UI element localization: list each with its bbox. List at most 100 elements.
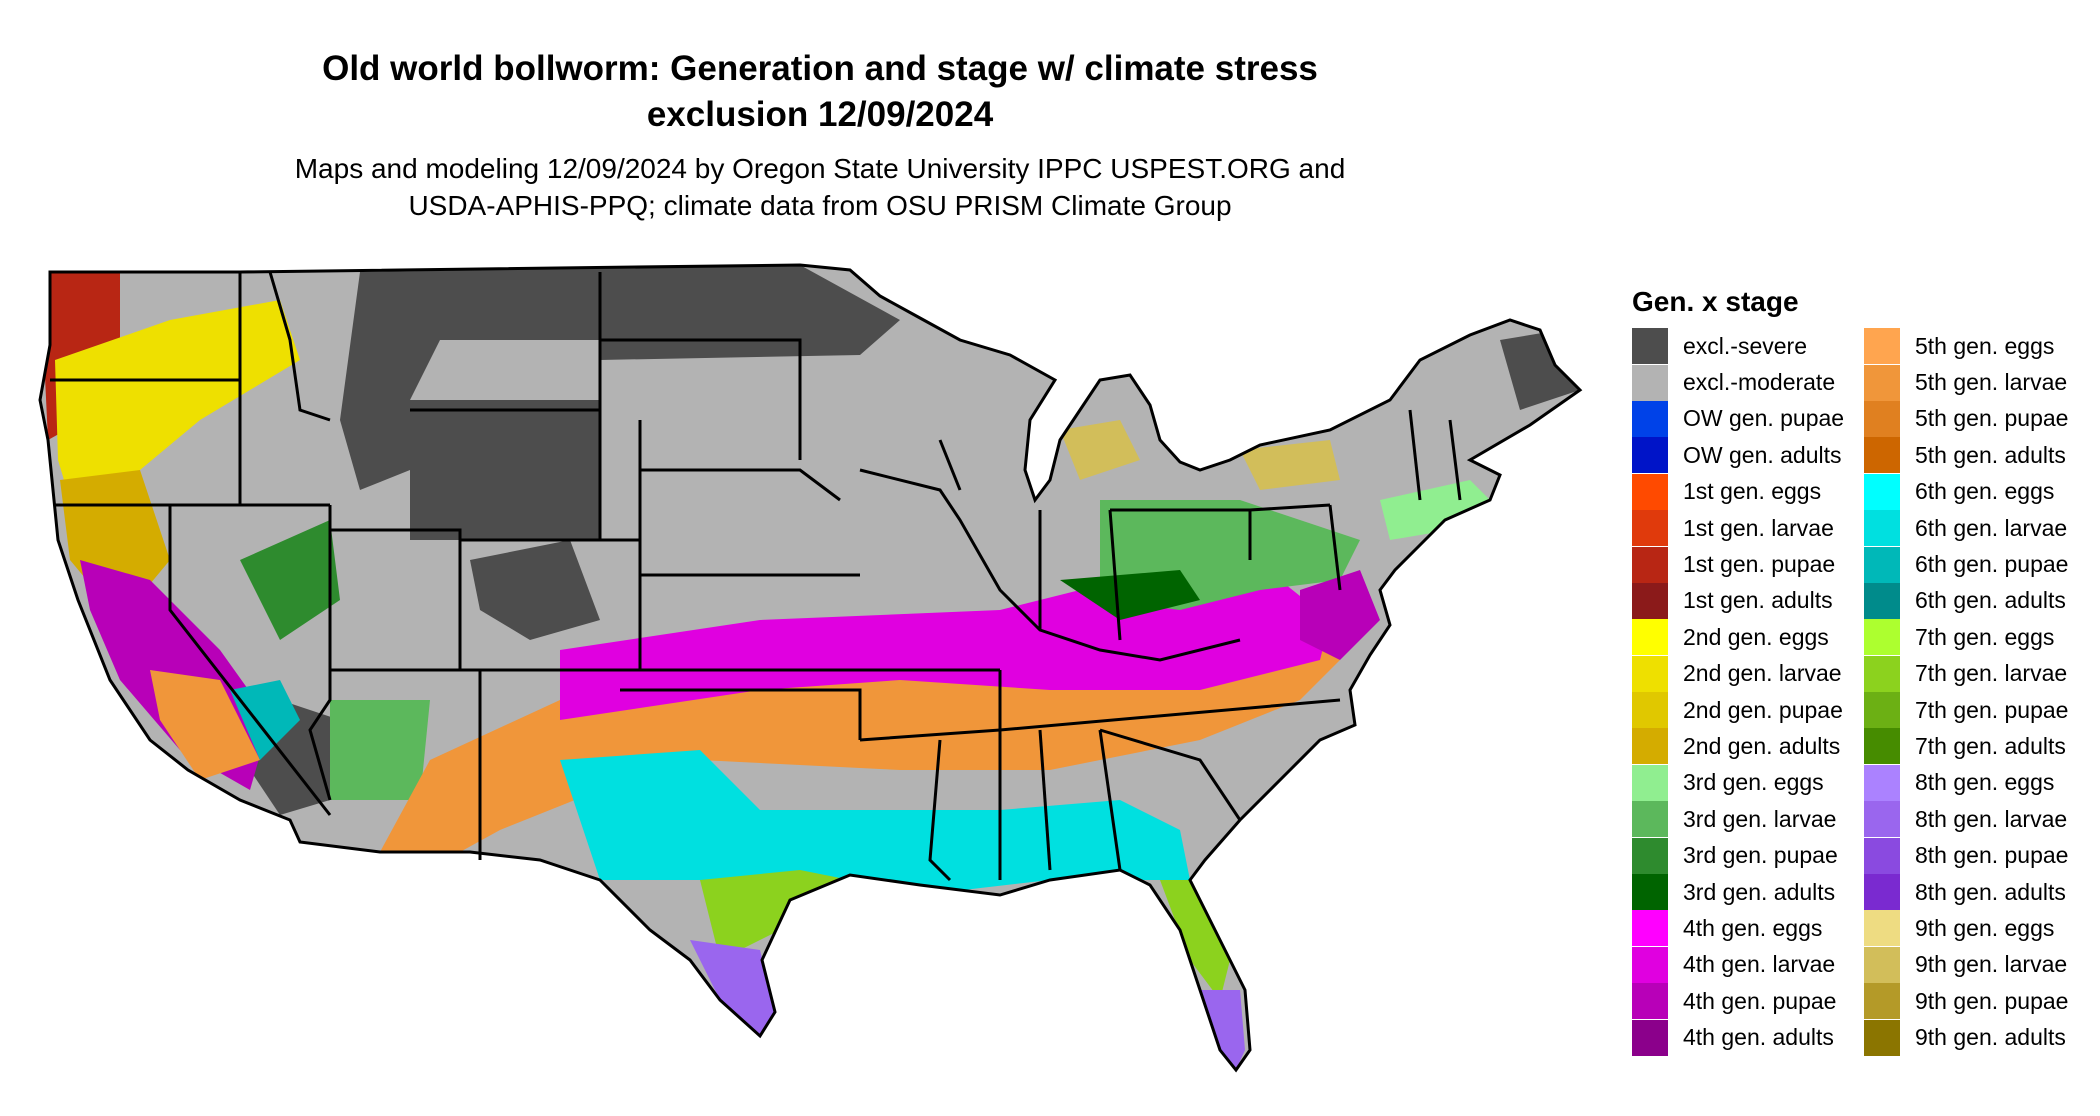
legend-item: 5th gen. larvae xyxy=(1864,364,2100,401)
legend-label: 5th gen. pupae xyxy=(1915,405,2069,432)
legend-item: 5th gen. adults xyxy=(1864,437,2100,474)
legend-swatch xyxy=(1864,400,1900,437)
legend-swatch xyxy=(1864,764,1900,801)
legend-label: excl.-moderate xyxy=(1683,369,1836,396)
legend-swatch xyxy=(1632,764,1668,801)
legend-label: OW gen. adults xyxy=(1683,441,1842,468)
legend-label: 1st gen. adults xyxy=(1683,587,1833,614)
legend-label: 3rd gen. pupae xyxy=(1683,842,1838,869)
legend-label: 3rd gen. adults xyxy=(1683,878,1836,905)
legend-label: 7th gen. larvae xyxy=(1915,660,2068,687)
legend-item: 7th gen. pupae xyxy=(1864,692,2100,729)
legend-label: 2nd gen. eggs xyxy=(1683,623,1829,650)
map-subtitle: Maps and modeling 12/09/2024 by Oregon S… xyxy=(160,150,1480,224)
legend-label: 7th gen. eggs xyxy=(1915,623,2055,650)
legend-swatch xyxy=(1632,364,1668,401)
legend-label: 5th gen. adults xyxy=(1915,441,2066,468)
legend-swatch xyxy=(1632,910,1668,947)
legend-label: 2nd gen. pupae xyxy=(1683,696,1843,723)
legend-item: 6th gen. larvae xyxy=(1864,510,2100,547)
legend-swatch xyxy=(1632,655,1668,692)
legend-item: 6th gen. adults xyxy=(1864,582,2100,619)
legend-item: 1st gen. adults xyxy=(1632,582,1872,619)
map-title: Old world bollworm: Generation and stage… xyxy=(160,46,1480,138)
legend-label: 4th gen. larvae xyxy=(1683,951,1836,978)
legend-item: 9th gen. eggs xyxy=(1864,910,2100,947)
legend-item: 7th gen. adults xyxy=(1864,728,2100,765)
legend-label: 1st gen. larvae xyxy=(1683,514,1834,541)
legend-item: 1st gen. pupae xyxy=(1632,546,1872,583)
title-line-2: exclusion 12/09/2024 xyxy=(646,95,994,134)
legend-label: 4th gen. pupae xyxy=(1683,987,1837,1014)
legend-swatch xyxy=(1864,728,1900,765)
legend-column-2: 5th gen. eggs 5th gen. larvae 5th gen. pup… xyxy=(1864,328,2100,1056)
legend-swatch xyxy=(1864,437,1900,474)
legend-item: 2nd gen. eggs xyxy=(1632,619,1872,656)
legend-swatch xyxy=(1632,801,1668,838)
legend-swatch xyxy=(1864,364,1900,401)
legend-label: 3rd gen. larvae xyxy=(1683,805,1837,832)
legend-item: 2nd gen. larvae xyxy=(1632,655,1872,692)
legend-item: excl.-moderate xyxy=(1632,364,1872,401)
legend-swatch xyxy=(1864,655,1900,692)
legend-title: Gen. x stage xyxy=(1632,286,1799,317)
legend-label: 9th gen. larvae xyxy=(1915,951,2068,978)
legend-label: 7th gen. adults xyxy=(1915,732,2066,759)
legend-item: 7th gen. larvae xyxy=(1864,655,2100,692)
legend-swatch xyxy=(1632,692,1668,729)
legend-swatch xyxy=(1864,946,1900,983)
legend-swatch xyxy=(1632,728,1668,765)
state-boundaries xyxy=(38,263,1583,1073)
legend-swatch xyxy=(1864,510,1900,547)
legend-item: 8th gen. eggs xyxy=(1864,764,2100,801)
legend-swatch xyxy=(1632,619,1668,656)
legend-column-1: excl.-severe excl.-moderate OW gen. pupae O… xyxy=(1632,328,1872,1056)
legend-label: 1st gen. pupae xyxy=(1683,551,1836,578)
legend-item: 5th gen. eggs xyxy=(1864,328,2100,365)
legend-item: 5th gen. pupae xyxy=(1864,400,2100,437)
legend-item: 8th gen. larvae xyxy=(1864,801,2100,838)
legend-swatch xyxy=(1864,619,1900,656)
legend-label: 4th gen. eggs xyxy=(1683,914,1823,941)
legend-label: 5th gen. eggs xyxy=(1915,332,2055,359)
legend-swatch xyxy=(1864,546,1900,583)
legend-swatch xyxy=(1632,837,1668,874)
subtitle-line-2: USDA-APHIS-PPQ; climate data from OSU PR… xyxy=(408,190,1232,221)
legend-item: 9th gen. adults xyxy=(1864,1019,2100,1056)
legend-label: 7th gen. pupae xyxy=(1915,696,2069,723)
legend-item: 8th gen. adults xyxy=(1864,874,2100,911)
legend-label: 3rd gen. eggs xyxy=(1683,769,1824,796)
legend-label: 6th gen. adults xyxy=(1915,587,2066,614)
legend-label: 2nd gen. larvae xyxy=(1683,660,1842,687)
legend-item: 4th gen. adults xyxy=(1632,1019,1872,1056)
legend-label: 4th gen. adults xyxy=(1683,1024,1834,1051)
legend-item: 2nd gen. pupae xyxy=(1632,692,1872,729)
legend-label: 2nd gen. adults xyxy=(1683,732,1841,759)
title-line-1: Old world bollworm: Generation and stage… xyxy=(322,49,1318,88)
legend-item: 2nd gen. adults xyxy=(1632,728,1872,765)
legend-swatch xyxy=(1632,400,1668,437)
legend-swatch xyxy=(1632,582,1668,619)
legend-item: 4th gen. eggs xyxy=(1632,910,1872,947)
legend-swatch xyxy=(1864,801,1900,838)
subtitle-line-1: Maps and modeling 12/09/2024 by Oregon S… xyxy=(294,153,1346,184)
legend-item: 3rd gen. adults xyxy=(1632,874,1872,911)
legend-item: excl.-severe xyxy=(1632,328,1872,365)
legend-item: 7th gen. eggs xyxy=(1864,619,2100,656)
legend-label: 9th gen. adults xyxy=(1915,1024,2066,1051)
conus-map xyxy=(38,263,1583,1073)
legend-item: 1st gen. larvae xyxy=(1632,510,1872,547)
legend-label: 6th gen. larvae xyxy=(1915,514,2068,541)
legend-item: 9th gen. larvae xyxy=(1864,946,2100,983)
legend-label: 5th gen. larvae xyxy=(1915,369,2068,396)
legend-swatch xyxy=(1864,910,1900,947)
legend-swatch xyxy=(1864,983,1900,1020)
legend-item: 9th gen. pupae xyxy=(1864,983,2100,1020)
legend-swatch xyxy=(1632,473,1668,510)
legend-label: 6th gen. pupae xyxy=(1915,551,2069,578)
legend-swatch xyxy=(1632,946,1668,983)
legend-item: 3rd gen. eggs xyxy=(1632,764,1872,801)
legend-swatch xyxy=(1632,510,1668,547)
legend-item: 4th gen. larvae xyxy=(1632,946,1872,983)
legend-item: OW gen. pupae xyxy=(1632,400,1872,437)
